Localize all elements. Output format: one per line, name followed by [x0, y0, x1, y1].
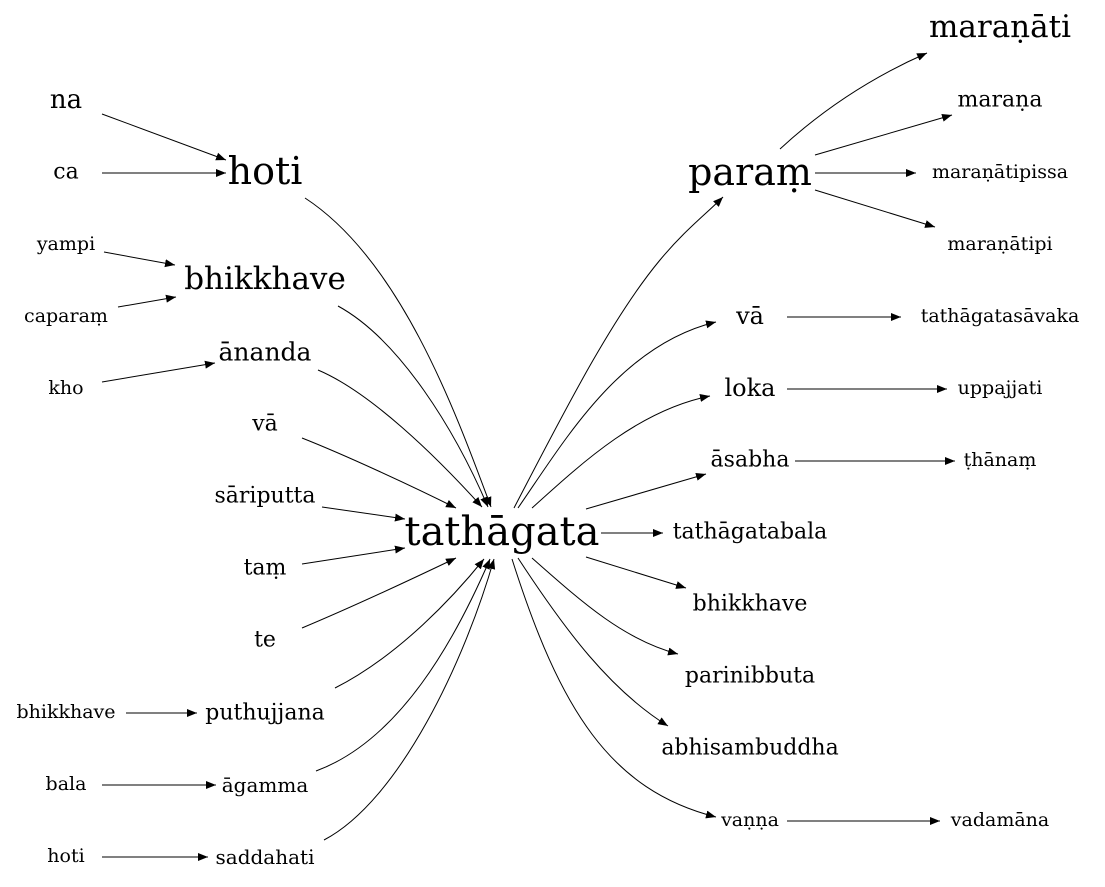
edge-tam-tathagata: [301, 545, 406, 565]
node-marana: maraṇa: [958, 88, 1043, 113]
node-ca: ca: [53, 160, 78, 185]
edge-sariputta-tathagata: [321, 506, 406, 522]
edge-va-tathagata: [301, 437, 457, 509]
node-tathagatasavaka: tathāgatasāvaka: [921, 305, 1080, 327]
node-yampi: yampi: [36, 233, 95, 255]
node-puthujjana: puthujjana: [205, 701, 324, 726]
edge-ananda-tathagata: [317, 369, 483, 508]
node-bhikkhave-left: bhikkhave: [16, 701, 115, 723]
node-ananda: ānanda: [219, 338, 312, 367]
edge-tathagata-vanna: [511, 558, 717, 819]
edge-bhikkhave-tathagata: [337, 305, 489, 508]
node-hoti: hoti: [228, 149, 303, 193]
node-vanna: vaṇṇa: [720, 809, 779, 831]
node-saddahati: saddahati: [216, 845, 315, 869]
edge-agamma-tathagata: [315, 558, 491, 772]
node-maranati: maraṇāti: [929, 9, 1071, 45]
edge-hoti-tathagata: [304, 197, 492, 508]
node-agamma: āgamma: [222, 773, 309, 797]
edge-param-maranati: [779, 52, 928, 150]
edge-saddahati-tathagata: [323, 558, 496, 841]
node-asabha: āsabha: [711, 448, 790, 473]
node-na: na: [50, 85, 82, 115]
node-tam: taṃ: [244, 556, 287, 581]
edge-param-maranatipi: [814, 189, 936, 228]
edge-kho-ananda: [101, 360, 216, 383]
node-param: paraṃ: [688, 150, 812, 194]
node-maranatipi: maraṇātipi: [947, 233, 1052, 255]
node-parinibbuta: parinibbuta: [685, 664, 815, 689]
node-va-left: vā: [251, 412, 278, 437]
edge-na-hoti: [101, 113, 227, 161]
nodes: na ca yampi caparaṃ kho bhikkhave bala h…: [16, 9, 1079, 869]
node-kho: kho: [48, 377, 83, 399]
edge-caparam-bhikkhave: [117, 294, 177, 308]
node-bala: bala: [46, 773, 87, 795]
edge-tathagata-param: [513, 196, 724, 509]
edge-tathagata-parinibbuta: [531, 557, 679, 656]
node-bhikkhave-right: bhikkhave: [693, 592, 808, 617]
node-maranatipissa: maraṇātipissa: [932, 161, 1068, 183]
edge-puthujjana-tathagata: [334, 558, 485, 689]
node-abhisambuddha: abhisambuddha: [661, 736, 838, 761]
edge-tathagata-bhikkhave: [585, 556, 687, 589]
edge-tathagata-va: [517, 320, 717, 509]
edge-yampi-bhikkhave: [103, 251, 176, 268]
edge-param-marana: [814, 113, 953, 156]
edge-tathagata-abhisambuddha: [517, 557, 669, 727]
edge-tathagata-asabha: [585, 472, 707, 510]
node-vadamana: vadamāna: [950, 809, 1049, 831]
node-te: te: [254, 628, 276, 653]
node-sariputta: sāriputta: [214, 484, 315, 509]
node-tathagata: tathāgata: [405, 509, 600, 555]
node-bhikkhave-mid: bhikkhave: [184, 261, 346, 297]
edge-tathagata-loka: [531, 394, 711, 509]
node-thanam: ṭhānaṃ: [964, 449, 1037, 471]
node-uppajjati: uppajjati: [958, 377, 1043, 399]
node-caparam: caparaṃ: [24, 305, 108, 327]
node-loka: loka: [725, 374, 776, 402]
edges: [101, 52, 955, 861]
node-hoti-bottom: hoti: [47, 845, 84, 867]
node-va-right: vā: [735, 302, 764, 330]
node-tathagatabala: tathāgatabala: [673, 520, 828, 545]
edge-te-tathagata: [301, 557, 457, 629]
